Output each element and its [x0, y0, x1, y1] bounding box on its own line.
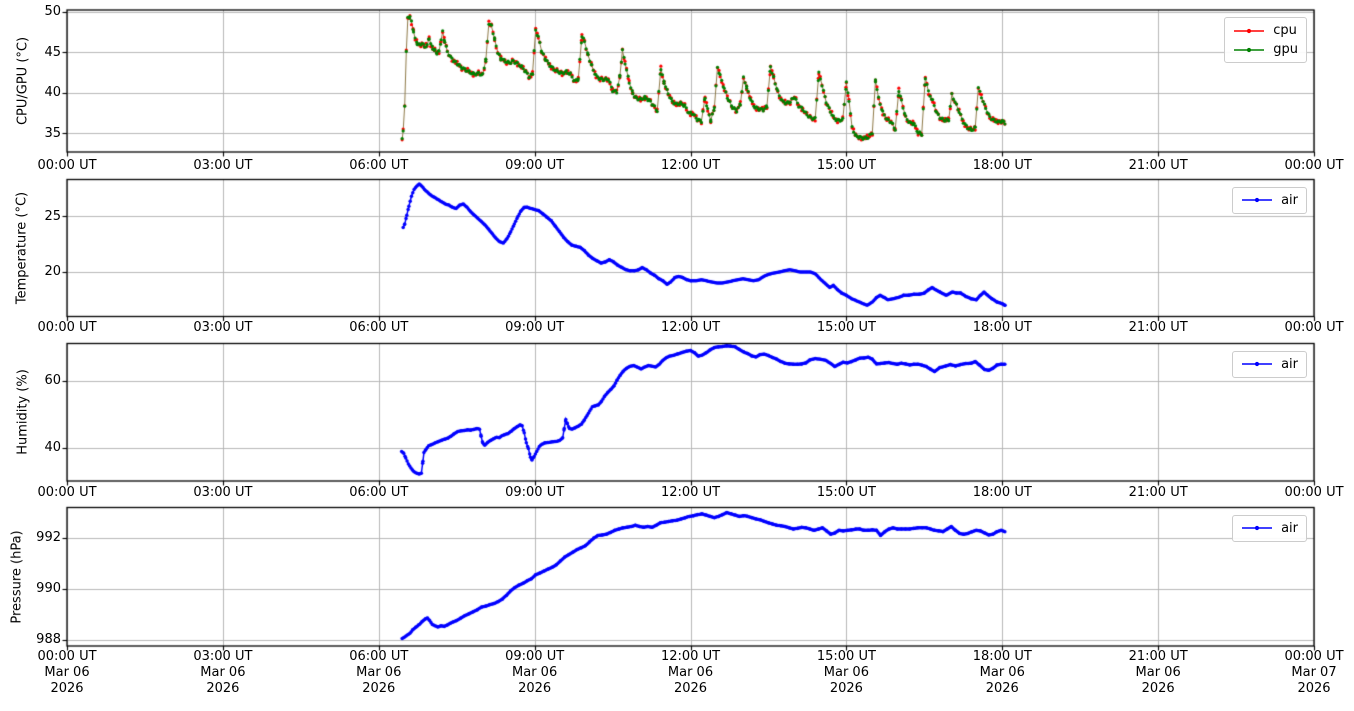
y-tick-label: 50 [44, 4, 61, 20]
x-tick-label: 18:00 UT [972, 320, 1032, 335]
x-tick-label: 12:00 UT [660, 484, 721, 500]
x-tick-year-label: 2026 [1297, 681, 1331, 696]
x-tick-label: 06:00 UT [349, 649, 409, 664]
y-tick-label: 35 [44, 125, 61, 141]
x-tick-label: 06:00 UT [349, 320, 409, 335]
x-tick-label: 18:00 UT [972, 649, 1032, 664]
x-tick-label: 03:00 UT [193, 158, 253, 173]
legend-label: air [1281, 356, 1298, 372]
y-axis-label-temperature: Temperature (°C) [14, 191, 30, 305]
y-tick-label: 992 [36, 530, 61, 546]
x-tick-label: 03:00 UT [193, 320, 253, 335]
x-tick-label: 21:00 UT [1128, 649, 1188, 664]
x-tick-label: 00:00 UT [1284, 484, 1344, 500]
y-axis-label-cpu-gpu: CPU/GPU (°C) [15, 36, 31, 126]
legend-label: gpu [1273, 42, 1298, 57]
y-tick-label: 40 [44, 440, 61, 456]
x-tick-label: 12:00 UT [660, 320, 721, 335]
x-tick-label: 15:00 UT [816, 649, 876, 664]
x-tick-label: 00:00 UT [1284, 320, 1344, 335]
x-tick-label: 09:00 UT [505, 158, 565, 173]
x-tick-label: 15:00 UT [816, 484, 876, 500]
x-tick-date-label: Mar 06 [44, 665, 90, 680]
x-tick-label: 00:00 UT [37, 158, 97, 173]
x-tick-label: 00:00 UT [37, 649, 97, 664]
y-tick-label: 988 [36, 632, 61, 648]
x-tick-year-label: 2026 [673, 681, 708, 696]
x-tick-label: 00:00 UT [37, 484, 97, 500]
x-tick-label: 12:00 UT [660, 649, 721, 664]
legend: air [1232, 350, 1307, 378]
x-tick-label: 15:00 UT [816, 320, 876, 335]
x-tick-date-label: Mar 06 [200, 665, 246, 680]
x-tick-date-label: Mar 07 [1291, 665, 1337, 680]
x-tick-label: 21:00 UT [1128, 484, 1188, 500]
x-tick-year-label: 2026 [362, 681, 396, 696]
legend-item: cpu [1233, 22, 1298, 39]
y-tick-label: 60 [44, 373, 61, 389]
x-tick-label: 21:00 UT [1128, 158, 1188, 173]
y-tick-label: 20 [44, 264, 61, 280]
legend-line-icon [1242, 197, 1273, 203]
legend-line-icon [1234, 47, 1265, 52]
legend-label: air [1281, 192, 1298, 208]
legend-item: air [1241, 520, 1298, 537]
x-tick-date-label: Mar 06 [667, 665, 714, 680]
x-tick-label: 09:00 UT [505, 649, 565, 664]
x-tick-label: 12:00 UT [660, 158, 721, 173]
x-tick-date-label: Mar 06 [356, 665, 402, 680]
y-axis-label-pressure: Pressure (hPa) [9, 530, 25, 624]
legend-item: gpu [1233, 41, 1298, 58]
x-tick-label: 00:00 UT [1284, 649, 1344, 664]
y-tick-label: 990 [36, 581, 61, 597]
x-tick-year-label: 2026 [1141, 681, 1175, 696]
x-tick-date-label: Mar 06 [1135, 665, 1181, 680]
x-tick-label: 03:00 UT [193, 649, 253, 664]
x-tick-label: 09:00 UT [505, 320, 565, 335]
legend-label: cpu [1273, 23, 1297, 38]
x-tick-year-label: 2026 [829, 681, 863, 696]
x-tick-date-label: Mar 06 [512, 665, 558, 680]
x-tick-date-label: Mar 06 [979, 665, 1025, 680]
x-tick-year-label: 2026 [50, 681, 84, 696]
legend: air [1232, 186, 1307, 214]
legend-line-icon [1234, 28, 1265, 33]
x-tick-label: 03:00 UT [193, 484, 253, 500]
x-tick-date-label: Mar 06 [823, 665, 869, 680]
x-tick-label: 18:00 UT [972, 158, 1032, 173]
x-tick-year-label: 2026 [985, 681, 1019, 696]
x-tick-label: 06:00 UT [349, 158, 409, 173]
x-tick-label: 00:00 UT [1284, 158, 1344, 173]
legend-item: air [1241, 192, 1298, 209]
y-tick-label: 40 [44, 85, 61, 101]
y-tick-label: 25 [44, 208, 61, 224]
legend-item: air [1241, 356, 1298, 373]
legend-line-icon [1242, 361, 1273, 367]
y-tick-label: 45 [44, 44, 61, 60]
x-tick-year-label: 2026 [518, 681, 552, 696]
legend-label: air [1281, 520, 1298, 536]
x-tick-label: 15:00 UT [816, 158, 876, 173]
x-tick-label: 18:00 UT [972, 484, 1032, 500]
x-tick-label: 00:00 UT [37, 320, 97, 335]
legend: cpu gpu [1224, 17, 1307, 63]
x-tick-year-label: 2026 [206, 681, 240, 696]
y-axis-label-humidity: Humidity (%) [15, 369, 31, 455]
x-tick-label: 06:00 UT [349, 484, 409, 500]
x-tick-label: 09:00 UT [505, 484, 565, 500]
legend: air [1232, 514, 1307, 542]
legend-line-icon [1242, 525, 1273, 531]
x-tick-label: 21:00 UT [1128, 320, 1188, 335]
